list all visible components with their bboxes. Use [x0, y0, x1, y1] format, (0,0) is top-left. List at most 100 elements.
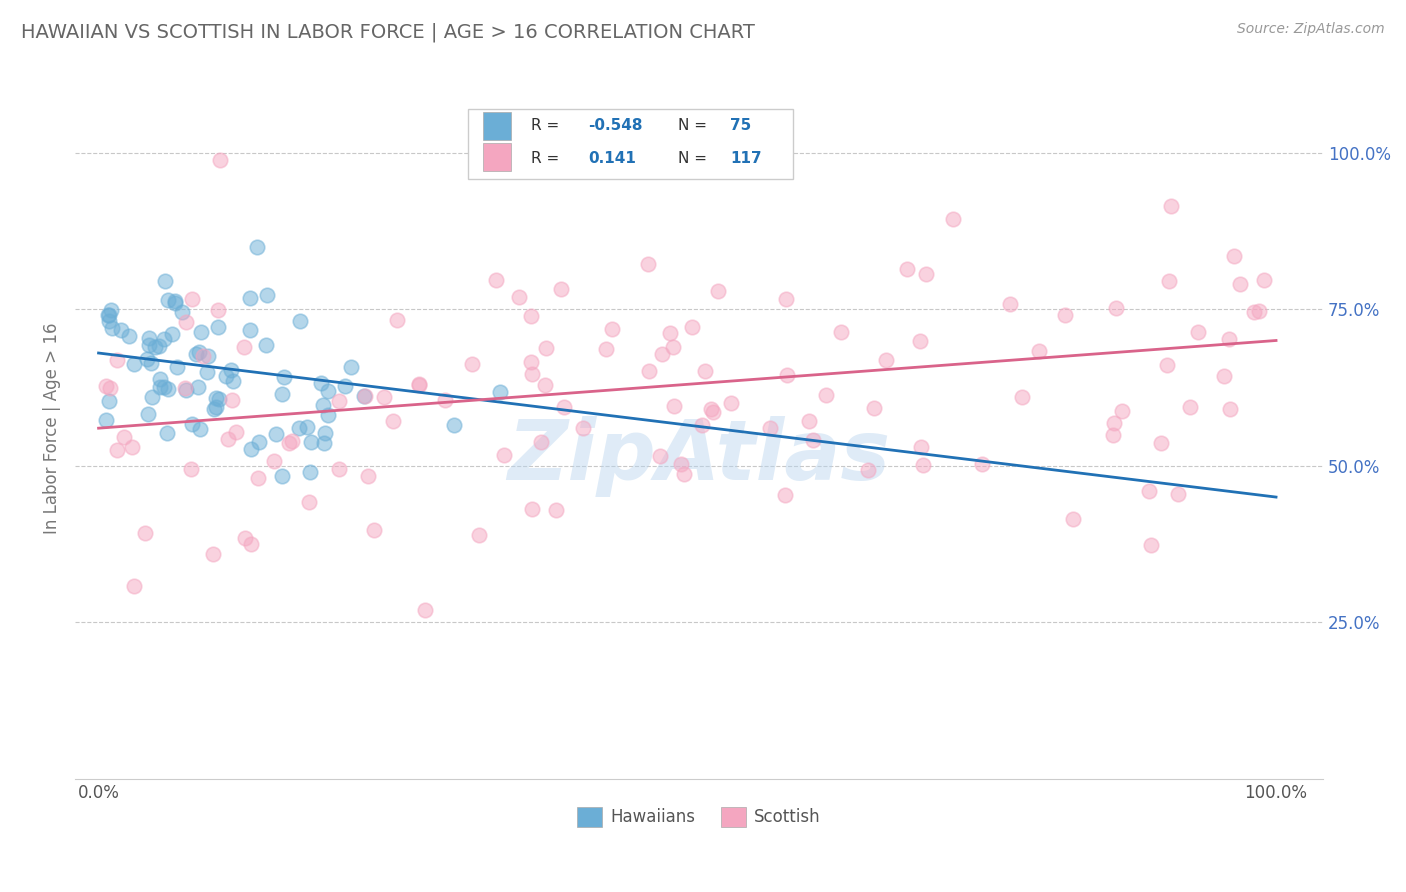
Point — [1167, 487, 1189, 501]
Point — [157, 382, 180, 396]
Point — [353, 389, 375, 403]
Point — [254, 338, 277, 352]
Text: R =: R = — [530, 119, 564, 133]
Point — [174, 315, 197, 329]
Point — [508, 290, 530, 304]
Point — [94, 412, 117, 426]
Point — [699, 402, 721, 417]
Point — [803, 433, 825, 447]
Point — [263, 454, 285, 468]
Point — [896, 262, 918, 277]
Point — [316, 384, 339, 398]
Point — [188, 344, 211, 359]
Point — [1178, 400, 1201, 414]
Point — [1150, 436, 1173, 450]
Point — [775, 368, 797, 382]
Point — [775, 292, 797, 306]
Text: -0.548: -0.548 — [588, 119, 643, 133]
Legend: Hawaiians, Scottish: Hawaiians, Scottish — [571, 800, 827, 834]
Point — [139, 356, 162, 370]
Point — [208, 392, 231, 407]
Point — [273, 370, 295, 384]
Point — [1011, 391, 1033, 405]
Point — [118, 329, 141, 343]
Point — [157, 293, 180, 308]
Point — [233, 340, 256, 354]
Point — [314, 435, 336, 450]
Point — [1053, 308, 1076, 322]
Point — [461, 357, 484, 371]
Point — [638, 364, 661, 378]
Point — [354, 389, 377, 403]
Point — [941, 212, 963, 227]
Point — [519, 355, 541, 369]
Point — [408, 377, 430, 392]
Point — [758, 420, 780, 434]
Point — [1062, 512, 1084, 526]
Text: N =: N = — [678, 119, 711, 133]
Point — [311, 376, 333, 391]
Point — [314, 426, 336, 441]
Point — [239, 291, 262, 305]
Point — [112, 430, 135, 444]
Point — [105, 442, 128, 457]
Point — [205, 391, 228, 405]
Point — [720, 396, 742, 410]
Point — [195, 365, 218, 379]
Point — [153, 273, 176, 287]
Point — [288, 421, 311, 435]
Point — [246, 470, 269, 484]
Point — [662, 399, 685, 413]
Point — [468, 528, 491, 542]
Point — [671, 457, 693, 471]
Point — [143, 340, 166, 354]
Point — [148, 339, 170, 353]
Point — [673, 467, 696, 481]
Point — [1218, 332, 1240, 346]
Text: N =: N = — [678, 151, 711, 166]
Point — [122, 357, 145, 371]
Point — [277, 436, 299, 450]
Text: R =: R = — [530, 151, 564, 166]
Point — [97, 393, 120, 408]
Point — [522, 502, 544, 516]
Point — [207, 302, 229, 317]
Point — [316, 408, 339, 422]
Point — [681, 320, 703, 334]
Point — [1229, 277, 1251, 291]
Point — [707, 284, 730, 298]
Point — [520, 309, 543, 323]
Point — [156, 426, 179, 441]
Point — [266, 426, 288, 441]
Point — [110, 323, 132, 337]
Point — [998, 297, 1021, 311]
Point — [339, 359, 361, 374]
Point — [122, 579, 145, 593]
Point — [121, 440, 143, 454]
Point — [489, 385, 512, 400]
Point — [1104, 301, 1126, 316]
Point — [595, 342, 617, 356]
Point — [433, 392, 456, 407]
Y-axis label: In Labor Force | Age > 16: In Labor Force | Age > 16 — [44, 322, 60, 534]
Point — [141, 391, 163, 405]
Point — [166, 359, 188, 374]
Point — [571, 420, 593, 434]
Point — [105, 352, 128, 367]
Point — [773, 488, 796, 502]
Point — [648, 449, 671, 463]
Point — [233, 531, 256, 545]
Point — [153, 380, 176, 394]
Point — [1102, 428, 1125, 442]
Point — [1223, 248, 1246, 262]
Point — [100, 302, 122, 317]
Point — [1140, 538, 1163, 552]
Point — [553, 401, 575, 415]
Point — [550, 282, 572, 296]
Text: ZipAtlas: ZipAtlas — [508, 416, 890, 497]
Point — [328, 462, 350, 476]
Point — [207, 319, 229, 334]
FancyBboxPatch shape — [484, 112, 510, 140]
Point — [193, 350, 215, 364]
Point — [637, 257, 659, 271]
